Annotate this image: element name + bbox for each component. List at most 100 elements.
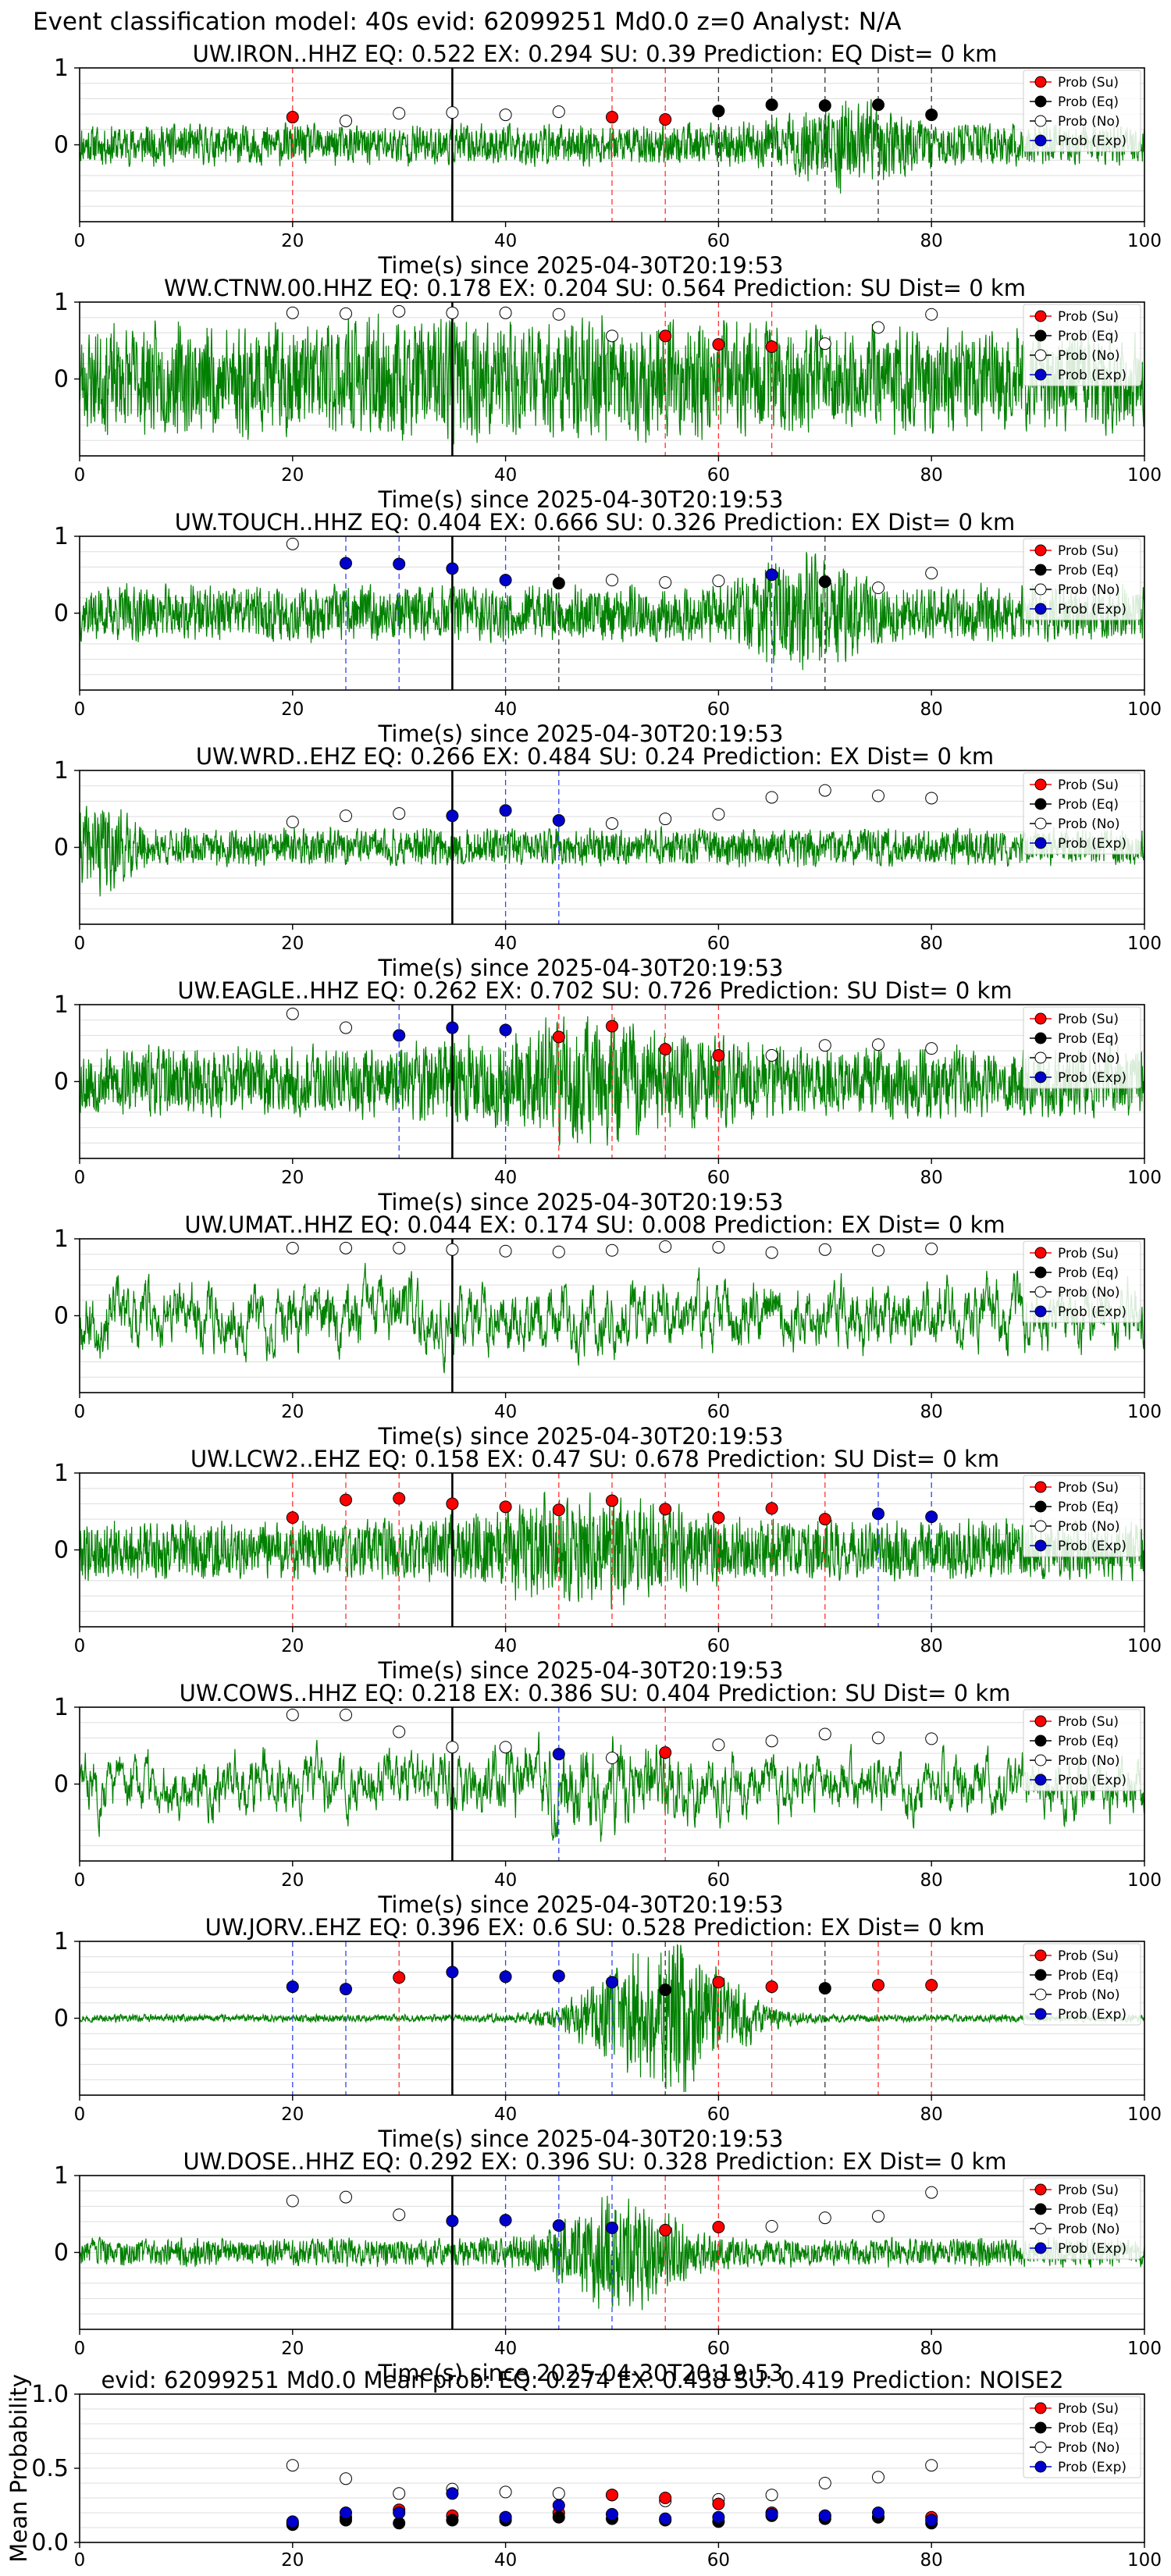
- prob-marker-no: [712, 1738, 725, 1752]
- legend-marker-exp: [1034, 2008, 1047, 2020]
- legend-box: [1023, 1943, 1141, 2026]
- legend-label-eq: Prob (Eq): [1058, 94, 1119, 110]
- y-tick-label: 0.0: [31, 2529, 69, 2556]
- legend-label-exp: Prob (Exp): [1058, 1539, 1127, 1554]
- legend-label-eq: Prob (Eq): [1058, 563, 1119, 578]
- legend-label-no: Prob (No): [1058, 1987, 1120, 2003]
- waveform-trace: [79, 99, 1145, 194]
- mean-marker-exp: [872, 2507, 884, 2519]
- prob-marker-no: [552, 1245, 565, 1258]
- prob-marker-no: [872, 1038, 884, 1051]
- prob-marker-no: [286, 306, 299, 319]
- prob-marker-su: [712, 338, 725, 351]
- prob-marker-no: [393, 1725, 406, 1738]
- prob-marker-su: [818, 1513, 831, 1526]
- panel-title: UW.IRON..HHZ EQ: 0.522 EX: 0.294 SU: 0.3…: [193, 41, 998, 67]
- prob-marker-no: [393, 1241, 406, 1254]
- legend-label-exp: Prob (Exp): [1058, 2241, 1127, 2257]
- station-panel: UW.JORV..EHZ EQ: 0.396 EX: 0.6 SU: 0.528…: [54, 1914, 1162, 2152]
- y-tick-label: 0: [54, 2240, 69, 2267]
- x-tick-label: 100: [1127, 934, 1162, 954]
- legend-label-no: Prob (No): [1058, 1285, 1120, 1300]
- x-tick-label: 20: [281, 1636, 304, 1656]
- prob-marker-no: [872, 581, 884, 594]
- prob-marker-no: [659, 576, 672, 589]
- legend-marker-exp: [1034, 2242, 1047, 2254]
- prob-marker-su: [393, 1492, 406, 1505]
- x-tick-label: 0: [74, 1402, 86, 1422]
- prob-marker-exp: [765, 568, 778, 582]
- legend-label-exp: Prob (Exp): [1058, 836, 1127, 852]
- legend-marker-no: [1034, 349, 1047, 361]
- x-tick-label: 40: [494, 1402, 517, 1422]
- prob-marker-su: [552, 1503, 565, 1517]
- mean-probability-panel: evid: 62099251 Md0.0 Mean prob: EQ: 0.27…: [5, 2367, 1162, 2571]
- legend-marker-su: [1034, 76, 1047, 88]
- x-axis-label: Time(s) since 2025-04-30T20:19:53: [378, 252, 784, 279]
- prob-marker-su: [659, 329, 672, 343]
- x-tick-label: 80: [920, 1870, 943, 1891]
- prob-marker-no: [925, 1242, 938, 1255]
- legend-marker-eq: [1034, 2203, 1047, 2215]
- x-tick-label: 60: [707, 1168, 730, 1188]
- prob-marker-exp: [499, 2214, 512, 2227]
- legend-label-eq: Prob (Eq): [1058, 1265, 1119, 1281]
- x-axis-label: Time(s) since 2025-04-30T20:19:53: [378, 2126, 784, 2152]
- prob-marker-exp: [552, 2219, 565, 2233]
- legend-marker-su: [1034, 1949, 1047, 1962]
- prob-marker-no: [925, 567, 938, 580]
- station-panel: UW.LCW2..EHZ EQ: 0.158 EX: 0.47 SU: 0.67…: [54, 1446, 1162, 1684]
- prob-marker-no: [765, 1246, 778, 1259]
- x-tick-label: 100: [1127, 1402, 1162, 1422]
- legend-marker-exp: [1034, 1071, 1047, 1083]
- legend-label-exp: Prob (Exp): [1058, 133, 1127, 149]
- legend-label-eq: Prob (Eq): [1058, 1500, 1119, 1515]
- waveform-trace: [79, 313, 1145, 445]
- y-tick-label: 1: [54, 1928, 69, 1955]
- legend-marker-no: [1034, 1754, 1047, 1767]
- x-axis-label: Time(s) since 2025-04-30T20:19:53: [378, 1423, 784, 1450]
- prob-marker-su: [606, 111, 618, 124]
- prob-marker-su: [659, 1746, 672, 1759]
- mean-marker-su: [712, 2497, 725, 2510]
- legend-label-exp: Prob (Exp): [1058, 1304, 1127, 1320]
- legend-label-su: Prob (Su): [1058, 75, 1119, 91]
- x-tick-label: 100: [1127, 2105, 1162, 2125]
- prob-marker-no: [925, 1042, 938, 1055]
- prob-marker-eq: [765, 98, 778, 112]
- y-tick-label: 1: [54, 991, 69, 1019]
- x-tick-label: 40: [494, 1168, 517, 1188]
- x-tick-label: 20: [281, 1870, 304, 1891]
- x-tick-label: 60: [707, 1870, 730, 1891]
- prob-marker-no: [499, 1244, 512, 1258]
- mean-marker-exp: [659, 2512, 672, 2525]
- prob-marker-no: [340, 307, 352, 320]
- prob-marker-no: [712, 575, 725, 588]
- legend-label-exp: Prob (Exp): [1058, 1070, 1127, 1086]
- x-tick-label: 0: [74, 699, 86, 720]
- x-tick-label: 20: [281, 231, 304, 251]
- legend-box: [1023, 772, 1141, 855]
- panel-title: UW.LCW2..EHZ EQ: 0.158 EX: 0.47 SU: 0.67…: [190, 1446, 999, 1472]
- legend-label-exp: Prob (Exp): [1058, 368, 1127, 383]
- mean-marker-exp: [606, 2507, 618, 2521]
- legend-box: [1023, 1475, 1141, 1557]
- prob-marker-su: [286, 111, 299, 124]
- prob-marker-no: [606, 329, 618, 343]
- station-panel: WW.CTNW.00.HHZ EQ: 0.178 EX: 0.204 SU: 0…: [54, 275, 1162, 513]
- x-tick-label: 20: [281, 2550, 304, 2571]
- prob-marker-exp: [446, 1966, 459, 1979]
- legend-label-su: Prob (Su): [1058, 777, 1119, 793]
- panel-title: UW.DOSE..HHZ EQ: 0.292 EX: 0.396 SU: 0.3…: [183, 2148, 1006, 2175]
- mean-marker-no: [872, 2471, 884, 2484]
- prob-marker-exp: [606, 2221, 618, 2234]
- legend-marker-eq: [1034, 1032, 1047, 1044]
- x-tick-label: 80: [920, 934, 943, 954]
- x-tick-label: 20: [281, 2105, 304, 2125]
- x-tick-label: 40: [494, 231, 517, 251]
- legend-label-su: Prob (Su): [1058, 2401, 1119, 2417]
- x-tick-label: 40: [494, 699, 517, 720]
- legend-marker-eq: [1034, 1500, 1047, 1513]
- waveform-trace: [79, 1943, 1145, 2093]
